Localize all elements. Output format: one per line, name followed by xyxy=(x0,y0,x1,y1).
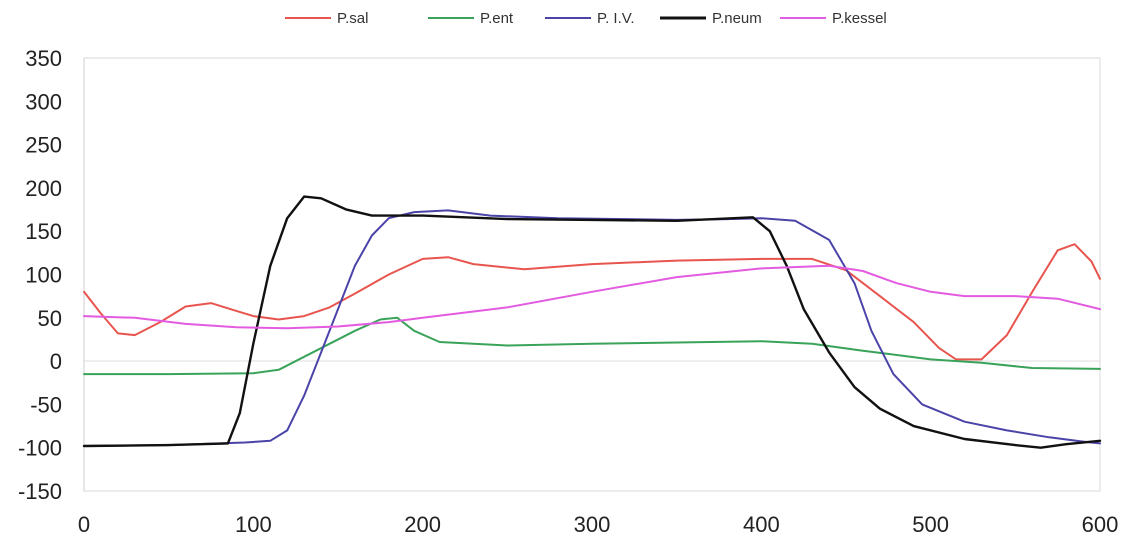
x-tick-labels: 0 100 200 300 400 500 600 xyxy=(78,512,1118,537)
series-line-p-i-v xyxy=(83,209,1101,447)
plot-area xyxy=(83,57,1101,492)
y-tick-label: 150 xyxy=(25,219,62,244)
y-tick-label: -100 xyxy=(18,436,62,461)
legend-label: P.kessel xyxy=(832,10,887,27)
y-tick-label: 250 xyxy=(25,133,62,158)
legend-label: P.neum xyxy=(712,10,762,27)
y-tick-labels: 350 300 250 200 150 100 50 0 -50 -100 -150 xyxy=(18,46,62,504)
series-line-p-neum xyxy=(82,195,1102,449)
series-lines xyxy=(82,195,1102,449)
x-tick-label: 300 xyxy=(574,512,611,537)
series-line-p-kessel xyxy=(83,264,1101,330)
legend: P.sal P.ent P. I.V. P.neum P.kessel xyxy=(285,10,887,27)
series-line-p-sal xyxy=(83,243,1101,361)
x-tick-label: 400 xyxy=(743,512,780,537)
x-tick-label: 200 xyxy=(404,512,441,537)
y-tick-label: 200 xyxy=(25,176,62,201)
legend-label: P. I.V. xyxy=(597,10,635,27)
legend-label: P.sal xyxy=(337,10,368,27)
y-tick-label: -150 xyxy=(18,479,62,504)
y-tick-label: 300 xyxy=(25,89,62,114)
y-tick-label: 50 xyxy=(38,306,62,331)
x-tick-label: 0 xyxy=(78,512,90,537)
x-tick-label: 100 xyxy=(235,512,272,537)
y-tick-label: 0 xyxy=(50,349,62,374)
legend-label: P.ent xyxy=(480,10,514,27)
x-tick-label: 600 xyxy=(1082,512,1119,537)
x-tick-label: 500 xyxy=(912,512,949,537)
y-tick-label: -50 xyxy=(30,392,62,417)
y-tick-label: 100 xyxy=(25,263,62,288)
series-line-p-ent xyxy=(83,316,1101,376)
y-tick-label: 350 xyxy=(25,46,62,71)
